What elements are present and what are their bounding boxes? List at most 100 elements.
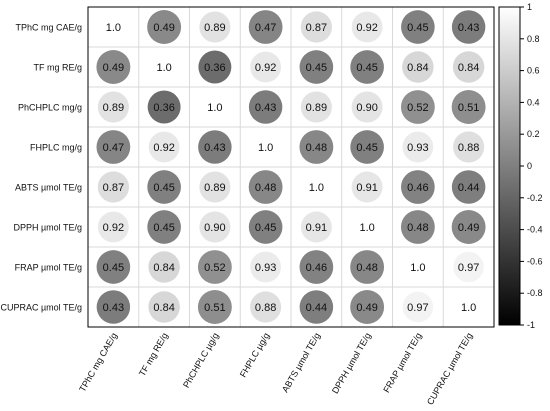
plot-border (87, 6, 495, 328)
heatmap-cell-value: 0.45 (255, 222, 276, 234)
heatmap-cell-value: 1.0 (309, 182, 324, 194)
heatmap-cell-circle (248, 170, 283, 204)
heatmap-cell-value: 0.90 (204, 222, 225, 234)
heatmap-cell-value: 0.48 (306, 142, 327, 154)
heatmap-cell-value: 0.93 (255, 262, 276, 274)
column-label: DPPH µmol TE/g (330, 331, 373, 395)
heatmap-cell-value: 0.84 (458, 62, 479, 74)
heatmap-cell-value: 0.52 (407, 102, 428, 114)
heatmap-cell-value: 0.97 (458, 262, 479, 274)
heatmap-cell-circle (197, 290, 232, 324)
heatmap-cell-circle (299, 130, 334, 164)
grid-lines (88, 7, 494, 327)
colorbar-tick-label: 0.8 (527, 34, 540, 44)
colorbar-ticks: 1 0.8 0.6 0.4 0.2 0 -0.2 -0.4 -0.6 -0.8 -1 (520, 2, 543, 330)
heatmap-cell-value: 0.87 (306, 22, 327, 34)
heatmap-cell-circle (197, 250, 232, 284)
heatmap-cell-circle (148, 131, 180, 163)
heatmap-cell-circle (250, 291, 282, 323)
heatmap-cell-value: 0.45 (356, 142, 377, 154)
colorbar-tick-label: 0 (527, 161, 532, 171)
heatmap-cell-value: 0.49 (356, 302, 377, 314)
heatmap-cell-value: 0.47 (255, 22, 276, 34)
heatmap-cell-circle (401, 170, 435, 204)
colorbar-tick-label: -0.6 (527, 256, 543, 266)
colorbar-tick-label: 1 (527, 2, 532, 12)
heatmap-cell-value: 0.92 (356, 22, 377, 34)
colorbar (498, 6, 521, 326)
heatmap-cell-circle (250, 251, 282, 283)
row-labels: TPhC mg CAE/g TF mg RE/g PhCHPLC mg/g FHPLC… (0, 23, 82, 313)
heatmap-cell-value: 0.49 (458, 222, 479, 234)
heatmap-cell-value: 0.45 (153, 182, 174, 194)
heatmap-cell-value: 0.43 (204, 142, 225, 154)
row-label: PhCHPLC mg/g (18, 103, 82, 113)
heatmap-cell-value: 0.89 (103, 102, 124, 114)
heatmap-cell-value: 0.36 (204, 62, 225, 74)
row-label: DPPH µmol TE/g (13, 223, 82, 233)
heatmap-cell-value: 1.0 (207, 102, 222, 114)
heatmap-cell-value: 0.48 (356, 262, 377, 274)
heatmap-cell-circle (351, 91, 383, 123)
heatmap-cell-value: 0.44 (306, 302, 327, 314)
heatmap-cell-circle (199, 171, 231, 203)
heatmap-cell-circle (147, 90, 181, 124)
heatmap-cell-circle (97, 91, 129, 123)
heatmap-cell-circle (453, 251, 484, 283)
column-label: FHPLC µg/g (238, 331, 272, 379)
heatmap-cell-circle (248, 10, 283, 44)
heatmap-cell-circle (400, 210, 435, 244)
heatmap-cell-circle (199, 211, 231, 243)
heatmap-cell-value: 0.45 (103, 262, 124, 274)
heatmap-cell-circle (250, 51, 282, 83)
heatmap-cell-value: 1.0 (258, 142, 273, 154)
heatmap-cell-circle (451, 210, 486, 244)
column-label: TPhC mg CAE/g (77, 331, 119, 394)
colorbar-tick-label: 0.6 (527, 66, 540, 76)
colorbar-tick-label: -0.8 (527, 288, 543, 298)
heatmap-cell-value: 0.84 (153, 262, 174, 274)
heatmap-cell-circle (148, 291, 180, 323)
heatmap-cell-circle (147, 210, 181, 244)
heatmap-cell-value: 0.92 (153, 142, 174, 154)
heatmap-cell-circle (451, 170, 486, 204)
heatmap-cell-circle (299, 290, 334, 324)
heatmap-cell-circle (299, 50, 334, 84)
column-label: CUPRAC µmol TE/g (425, 331, 474, 407)
column-labels: TPhC mg CAE/g TF mg RE/g PhCHPLC µg/g FHPLC… (77, 331, 474, 407)
heatmap-cell-value: 0.51 (204, 302, 225, 314)
column-label: FRAP µmol TE/g (381, 331, 423, 394)
heatmap-cell-circle (350, 290, 385, 324)
heatmap-cell-value: 1.0 (410, 262, 425, 274)
heatmap-cell-circle (350, 50, 384, 84)
heatmap-cell-circle (452, 51, 485, 83)
heatmap-cell-circle (96, 290, 131, 324)
heatmap-cell-value: 0.48 (407, 222, 428, 234)
colorbar-tick-label: -0.2 (527, 193, 543, 203)
heatmap-cell-circle (248, 90, 283, 124)
heatmap-cell-circle (351, 11, 383, 43)
heatmap-cell-value: 0.47 (103, 142, 124, 154)
heatmap-cell-value: 0.44 (458, 182, 479, 194)
heatmap-cell-circle (198, 50, 232, 84)
heatmap-cell-value: 0.92 (103, 222, 124, 234)
heatmap-cell-circle (96, 50, 131, 84)
heatmap-cell-value: 0.84 (407, 62, 428, 74)
row-label: TPhC mg CAE/g (15, 23, 82, 33)
heatmap-cell-circle (300, 11, 332, 43)
heatmap-cells: 1.0 0.49 0.89 0.47 0.87 0.92 0.45 0.43 0.49 1.0 0.… (96, 10, 486, 324)
colorbar-tick-label: -0.4 (527, 225, 543, 235)
row-label: FRAP µmol TE/g (15, 263, 82, 273)
colorbar-tick-label: 0.4 (527, 97, 540, 107)
heatmap-cell-circle (402, 291, 434, 323)
heatmap-cell-value: 1.0 (156, 62, 171, 74)
heatmap-cell-circle (148, 251, 180, 283)
heatmap-cell-value: 0.89 (204, 22, 225, 34)
heatmap-cell-value: 0.48 (255, 182, 276, 194)
heatmap-cell-value: 0.52 (204, 262, 225, 274)
heatmap-cell-circle (400, 90, 435, 124)
heatmap-cell-value: 0.90 (356, 102, 377, 114)
heatmap-cell-value: 0.49 (103, 62, 124, 74)
heatmap-cell-value: 0.43 (255, 102, 276, 114)
